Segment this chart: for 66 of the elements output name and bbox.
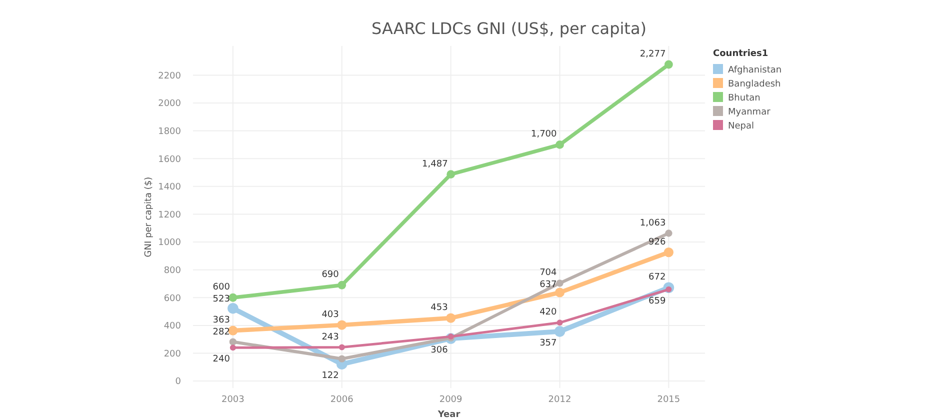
point (228, 293, 238, 302)
y-tick-label: 200 (164, 349, 182, 360)
point (554, 326, 566, 337)
y-tick-label: 1600 (158, 154, 182, 165)
data-label: 453 (430, 303, 448, 314)
data-label: 363 (212, 316, 230, 326)
data-label: 243 (322, 332, 339, 342)
x-tick-label: 2012 (548, 395, 572, 405)
legend-label: Bangladesh (728, 80, 781, 90)
y-tick-label: 800 (164, 266, 182, 276)
y-tick-label: 2000 (158, 99, 182, 110)
y-tick-label: 1800 (158, 126, 182, 137)
data-label: 240 (212, 354, 230, 365)
data-label: 357 (540, 338, 557, 348)
point (664, 248, 674, 258)
y-axis-title: GNI per capita ($) (144, 176, 154, 258)
x-tick-label: 2009 (439, 395, 463, 405)
y-tick-label: 2200 (158, 71, 182, 82)
x-tick-label: 2006 (330, 395, 354, 405)
y-tick-label: 1200 (158, 210, 182, 220)
data-label: 2,277 (640, 49, 666, 60)
legend-title: Countries1 (713, 49, 768, 59)
point (446, 313, 456, 323)
data-label: 1,487 (422, 159, 448, 170)
point (664, 60, 673, 69)
y-tick-label: 1000 (158, 238, 182, 248)
point (446, 170, 456, 179)
point (337, 320, 347, 330)
point (665, 230, 672, 237)
point (556, 280, 564, 287)
data-label: 672 (648, 272, 666, 283)
data-label: 1,063 (640, 218, 666, 228)
data-label: 926 (648, 237, 666, 248)
x-axis-title: Year (436, 410, 461, 418)
point (556, 320, 563, 326)
data-label: 1,700 (530, 130, 558, 140)
data-label: 122 (322, 371, 339, 382)
data-label: 523 (212, 294, 230, 305)
data-label: 282 (212, 328, 230, 338)
data-label: 704 (540, 268, 558, 278)
point (229, 338, 237, 346)
x-tick-label: 2003 (221, 395, 244, 405)
data-label: 659 (648, 296, 666, 306)
point (230, 344, 236, 351)
data-label: 306 (430, 346, 448, 356)
point (338, 280, 346, 290)
y-tick-label: 400 (164, 322, 182, 332)
y-tick-label: 600 (164, 294, 182, 304)
y-tick-label: 1400 (158, 182, 182, 193)
data-label: 420 (540, 308, 558, 318)
point (338, 344, 345, 350)
chart-title: SAARC LDCs GNI (US$, per capita) (371, 19, 647, 38)
data-label: 403 (322, 310, 339, 320)
legend-label: Myanmar (728, 108, 771, 118)
point (556, 140, 564, 149)
x-tick-label: 2015 (657, 395, 680, 405)
point (338, 355, 346, 362)
point (554, 288, 565, 298)
legend-label: Afghanistan (728, 66, 782, 76)
point (228, 302, 238, 314)
data-label: 600 (212, 282, 230, 293)
data-label: 690 (322, 270, 340, 280)
y-tick-label: 0 (175, 377, 182, 388)
data-label: 637 (540, 280, 557, 290)
legend-label: Nepal (728, 122, 754, 132)
legend-label: Bhutan (728, 94, 760, 104)
